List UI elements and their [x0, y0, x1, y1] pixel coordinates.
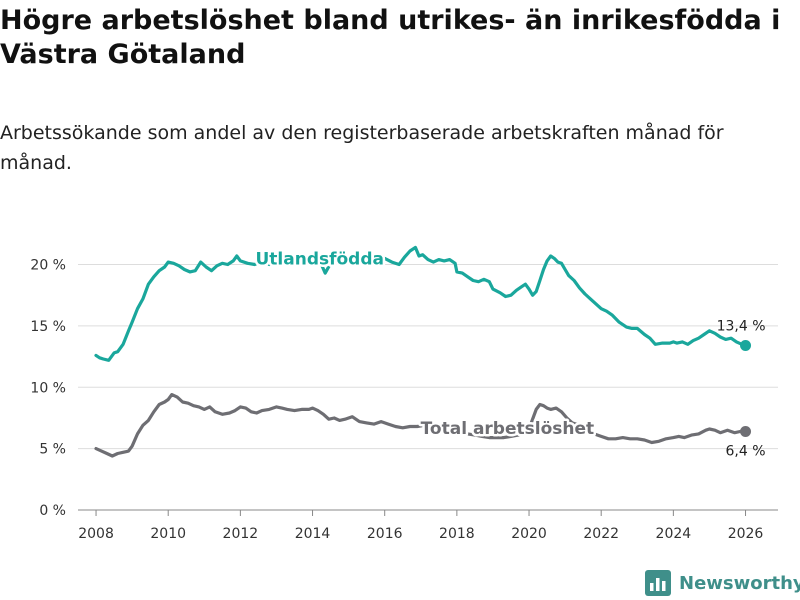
x-tick-label: 2016 — [367, 526, 403, 542]
end-point-total — [740, 425, 752, 437]
chart-title: Högre arbetslöshet bland utrikes- än inr… — [0, 5, 781, 70]
x-tick-label: 2018 — [439, 526, 475, 542]
grid-layer — [78, 264, 778, 511]
x-tick-label: 2024 — [656, 526, 692, 542]
axis-layer: 0 % 5 % 10 % 15 % 20 % 2008 2010 2012 2014 2016 20… — [30, 258, 763, 542]
y-tick-label: 0 % — [39, 503, 66, 519]
chart-subtitle: Arbetssökande som andel av den registerb… — [0, 122, 724, 174]
series-layer — [94, 245, 752, 458]
end-label-total: 6,4 % — [725, 443, 765, 459]
newsworthy-bar-icon — [645, 570, 671, 596]
x-tick-label: 2020 — [511, 526, 547, 542]
y-tick-label: 10 % — [30, 380, 66, 396]
x-tick-label: 2012 — [223, 526, 259, 542]
y-tick-label: 20 % — [30, 258, 66, 274]
series-label-utlandsfodda: Utlandsfödda — [255, 250, 384, 270]
end-point-utlandsfodda — [740, 340, 752, 352]
series-label-total: Total arbetslöshet — [421, 419, 595, 439]
series-line-total — [94, 393, 748, 458]
y-tick-label: 15 % — [30, 319, 66, 335]
x-tick-label: 2010 — [150, 526, 186, 542]
x-tick-label: 2008 — [78, 526, 114, 542]
x-tick-label: 2014 — [295, 526, 331, 542]
end-label-utlandsfodda: 13,4 % — [717, 319, 766, 335]
x-tick-label: 2026 — [728, 526, 764, 542]
label-layer: 13,4 % 6,4 % Utlandsfödda Total arbetslöshe… — [253, 247, 766, 459]
y-tick-label: 5 % — [39, 442, 66, 458]
newsworthy-logo: Newsworthy — [645, 570, 800, 596]
brand-name: Newsworthy — [679, 572, 800, 594]
x-tick-label: 2022 — [583, 526, 619, 542]
series-line-utlandsfodda — [94, 245, 748, 362]
